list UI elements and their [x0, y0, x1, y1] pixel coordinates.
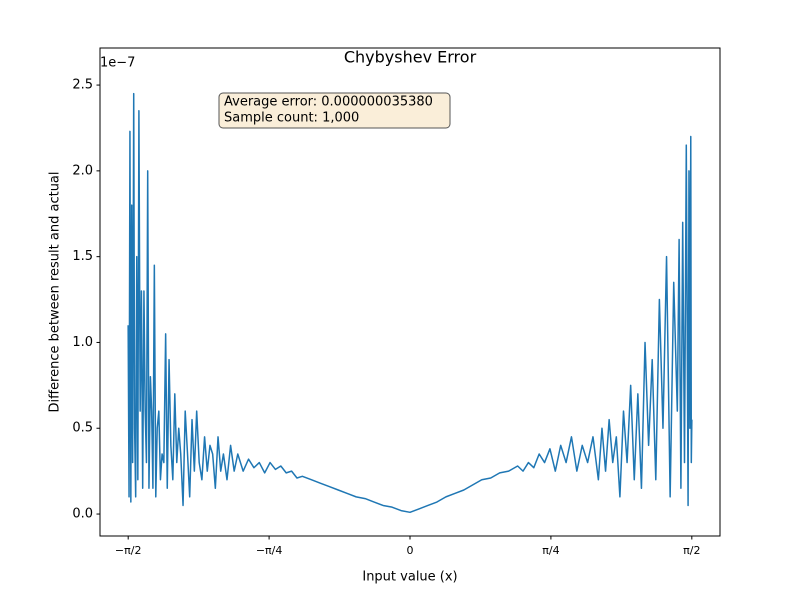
x-axis-label: Input value (x): [362, 570, 457, 585]
y-tick-label: 0.0: [72, 507, 93, 522]
x-tick-label: π/4: [542, 544, 559, 557]
x-tick-label: −π/2: [115, 544, 142, 557]
y-axis-label: Difference between result and actual: [48, 171, 63, 412]
y-tick-label: 1.5: [72, 249, 93, 264]
chart-title: Chybyshev Error: [344, 48, 477, 67]
x-tick-label: π/2: [683, 544, 700, 557]
x-tick-label: −π/4: [256, 544, 283, 557]
y-tick-label: 0.5: [72, 421, 93, 436]
y-tick-label: 2.0: [72, 163, 93, 178]
y-offset-label: 1e−7: [100, 56, 135, 71]
annotation-text: Sample count: 1,000: [224, 111, 359, 126]
annotation-box: [218, 92, 451, 129]
x-tick-label: 0: [407, 544, 414, 557]
y-tick-label: 1.0: [72, 335, 93, 350]
annotation-text: Average error: 0.000000035380: [224, 95, 433, 110]
data-line: [127, 92, 693, 514]
y-tick-label: 2.5: [72, 78, 93, 93]
